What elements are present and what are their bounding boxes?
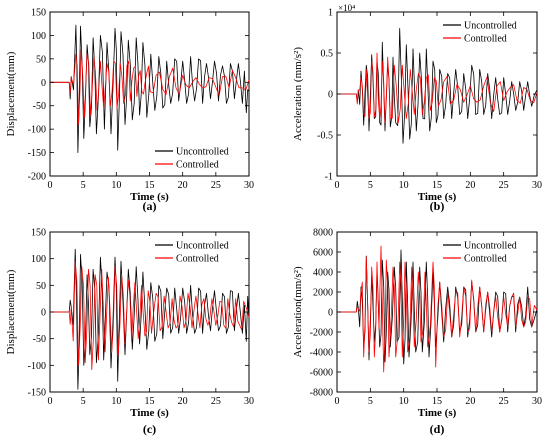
legend-entry-label: Controlled	[464, 254, 507, 265]
legend-entry-label: Uncontrolled	[176, 147, 229, 158]
y-tick-label: -4000	[310, 348, 333, 359]
y-tick-label: 150	[31, 228, 46, 239]
x-axis-label: Time (s)	[418, 191, 457, 203]
legend-entry-label: Controlled	[176, 254, 219, 265]
y-tick-label: 4000	[313, 268, 333, 279]
y-tick-label: 6000	[313, 248, 333, 259]
x-tick-label: 5	[81, 180, 86, 191]
y-tick-label: -50	[33, 101, 46, 112]
y-axis-multiplier: ×10⁴	[338, 3, 355, 13]
x-tick-label: 25	[499, 396, 509, 407]
y-tick-label: 0	[328, 308, 333, 319]
x-tick-label: 10	[399, 396, 409, 407]
x-tick-label: 30	[532, 396, 542, 407]
y-tick-label: -6000	[310, 368, 333, 379]
y-axis-label: Acceleration (mm/s²)	[292, 47, 304, 141]
x-tick-label: 20	[465, 396, 475, 407]
x-tick-label: 30	[244, 180, 254, 191]
x-tick-label: 15	[145, 396, 155, 407]
x-tick-label: 20	[465, 180, 475, 191]
y-axis-label: Displacement(mm)	[5, 269, 17, 354]
x-axis-label: Time (s)	[418, 407, 457, 419]
y-tick-label: -150	[28, 148, 46, 159]
legend: Uncontrolled Controlled	[153, 236, 245, 266]
chart-panel-3: 0 5 10 15 20 25 30 -150 -100 -50 0 50 100 150 Time (s)…	[5, 228, 254, 437]
legend-box	[153, 236, 245, 266]
series-line-controlled	[337, 245, 538, 373]
x-axis-label: Time (s)	[130, 407, 169, 419]
y-tick-label: -200	[28, 172, 46, 183]
x-tick-label: 5	[81, 396, 86, 407]
x-tick-label: 5	[368, 396, 373, 407]
series-line-controlled	[50, 49, 250, 125]
x-tick-label: 25	[211, 396, 221, 407]
series-line-uncontrolled	[337, 249, 538, 365]
y-tick-label: 1	[328, 8, 333, 19]
y-tick-label: -100	[28, 361, 46, 372]
legend-box	[153, 142, 245, 172]
y-tick-label: -50	[33, 334, 46, 345]
y-tick-label: 150	[31, 8, 46, 19]
y-tick-label: 2000	[313, 288, 333, 299]
y-tick-label: -8000	[310, 388, 333, 399]
x-tick-label: 10	[399, 180, 409, 191]
legend-entry-label: Uncontrolled	[176, 241, 229, 252]
x-axis-label: Time (s)	[130, 191, 169, 203]
y-tick-label: 50	[36, 281, 46, 292]
series-line-controlled	[337, 52, 538, 124]
y-tick-label: -100	[28, 125, 46, 136]
x-tick-label: 10	[111, 180, 121, 191]
x-tick-label: 15	[432, 396, 442, 407]
chart-panel-1: 0 5 10 15 20 25 30 -200 -150 -100 -50 0 50 100 150 Time…	[5, 8, 254, 214]
y-tick-label: 0	[41, 78, 46, 89]
x-tick-label: 15	[145, 180, 155, 191]
panel-caption: (b)	[430, 199, 445, 213]
x-tick-label: 5	[368, 180, 373, 191]
panel-caption: (c)	[143, 422, 156, 436]
x-tick-label: 0	[335, 180, 340, 191]
series-line-controlled	[50, 260, 250, 370]
panel-caption: (d)	[430, 422, 445, 436]
y-tick-label: -0.5	[317, 131, 333, 142]
y-axis-label: Displacement(mm)	[5, 51, 17, 136]
y-tick-label: -150	[28, 388, 46, 399]
x-tick-label: 30	[244, 396, 254, 407]
legend-entry-label: Controlled	[464, 34, 507, 45]
legend-entry-label: Uncontrolled	[464, 241, 517, 252]
y-axis-label: Acceleration(mm/s²)	[292, 266, 304, 358]
x-tick-label: 0	[335, 396, 340, 407]
y-tick-label: 50	[36, 54, 46, 65]
series-line-uncontrolled	[50, 248, 250, 390]
chart-panel-4: 0 5 10 15 20 25 30 -8000 -6000 -4000 -2000 0 2000 400…	[292, 228, 542, 437]
legend-entry-label: Controlled	[176, 160, 219, 171]
y-tick-label: 100	[31, 254, 46, 265]
legend-entry-label: Uncontrolled	[464, 21, 517, 32]
legend: Uncontrolled Controlled	[441, 16, 533, 46]
x-tick-label: 15	[432, 180, 442, 191]
legend: Uncontrolled Controlled	[441, 236, 533, 266]
y-tick-label: 0	[328, 90, 333, 101]
panel-caption: (a)	[143, 199, 157, 213]
y-tick-label: 100	[31, 31, 46, 42]
x-tick-label: 25	[211, 180, 221, 191]
x-tick-label: 30	[532, 180, 542, 191]
y-tick-label: 0	[41, 308, 46, 319]
y-tick-label: 0.5	[321, 49, 334, 60]
y-tick-label: -2000	[310, 328, 333, 339]
x-tick-label: 10	[111, 396, 121, 407]
y-tick-label: 8000	[313, 228, 333, 239]
x-tick-label: 25	[499, 180, 509, 191]
chart-panel-2: 0 5 10 15 20 25 30 -1 -0.5 0 0.5 1 ×10⁴ Time (s) Accel…	[292, 3, 542, 213]
x-tick-label: 0	[48, 396, 53, 407]
x-tick-label: 20	[178, 180, 188, 191]
legend: Uncontrolled Controlled	[153, 142, 245, 172]
x-tick-label: 0	[48, 180, 53, 191]
legend-box	[441, 16, 533, 46]
x-tick-label: 20	[178, 396, 188, 407]
legend-box	[441, 236, 533, 266]
y-tick-label: -1	[325, 172, 333, 183]
